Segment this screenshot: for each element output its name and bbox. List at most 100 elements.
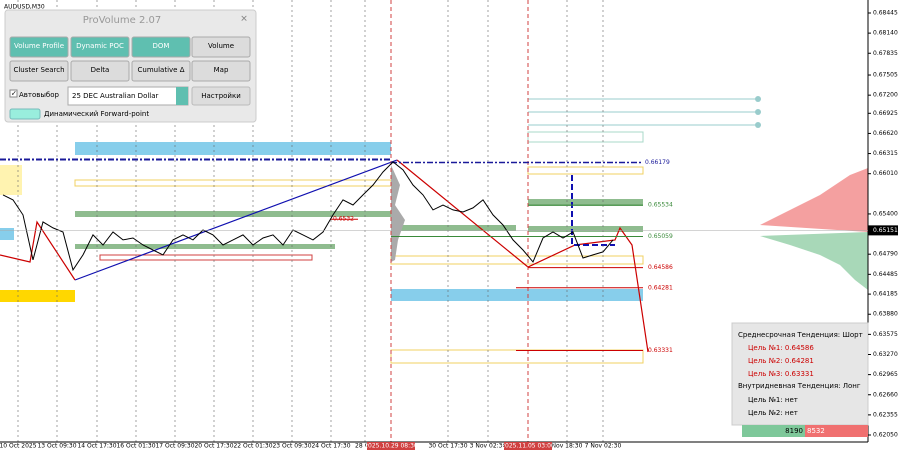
- y-tick-label: 0.63270: [873, 351, 898, 358]
- x-tick-label: 3 Nov 02:30: [470, 443, 507, 450]
- current-price-label: 0.65151: [873, 227, 898, 234]
- button-label: Cumulative Δ: [138, 66, 185, 74]
- x-tick-label: 23 Oct 09:30: [272, 443, 311, 450]
- sell-bar: [805, 425, 868, 437]
- target-line: Цель №2: нет: [748, 409, 798, 417]
- info-box: Среднесрочная Тенденция: Шорт Цель №1: 0.…: [731, 322, 869, 437]
- settings-button[interactable]: [191, 86, 251, 106]
- fp-dot: [755, 122, 761, 128]
- button-label: Map: [214, 66, 229, 74]
- sell-volume: 8532: [807, 427, 825, 435]
- check-mark: ✓: [11, 90, 17, 98]
- level-label: 0.65534: [648, 202, 673, 209]
- panel-button[interactable]: [191, 36, 251, 58]
- select-arrow[interactable]: [176, 87, 188, 105]
- panel-button[interactable]: [131, 36, 191, 58]
- level-label: 0.63331: [648, 347, 673, 354]
- x-tick-label: Nov 18:30: [552, 443, 583, 450]
- target-line: Цель №1: 0.64586: [748, 344, 814, 352]
- y-tick-label: 0.64790: [873, 251, 898, 258]
- zone: [0, 165, 22, 195]
- trend-heading: Среднесрочная Тенденция: Шорт: [738, 331, 863, 339]
- buy-bar: [742, 425, 805, 437]
- level-label: 0.64586: [648, 264, 673, 271]
- x-tick-label: 22 Oct 01:30: [233, 443, 272, 450]
- x-tick-label: 24 Oct 17:30: [311, 443, 350, 450]
- fp-dot: [755, 109, 761, 115]
- y-tick-label: 0.68140: [873, 30, 898, 37]
- chart-title: AUDUSD,M30: [4, 4, 45, 11]
- zone: [528, 226, 643, 232]
- x-tick-label: 7 Nov 02:30: [585, 443, 622, 450]
- y-tick-label: 0.66010: [873, 170, 898, 177]
- checkbox[interactable]: [9, 89, 18, 98]
- price-line: [2, 161, 614, 272]
- button-label: Cluster Search: [13, 66, 64, 74]
- plot: [0, 0, 643, 442]
- zones: [0, 131, 644, 364]
- panel-button[interactable]: [70, 36, 130, 58]
- panel-button[interactable]: [131, 60, 191, 82]
- zone: [75, 244, 335, 249]
- info-frame: [731, 322, 869, 426]
- y-tick-label: 0.66925: [873, 110, 898, 117]
- y-tick-label: 0.67505: [873, 72, 898, 79]
- volume-profile-local: [391, 165, 405, 262]
- button-label: Volume Profile: [14, 42, 64, 50]
- toggle[interactable]: [9, 108, 41, 120]
- close-button[interactable]: ✕: [240, 15, 248, 25]
- pivot-line: [571, 175, 615, 246]
- button-label: Dynamic POC: [76, 42, 124, 50]
- y-tick-label: 0.66315: [873, 150, 898, 157]
- marker-label: 2025.10.29 08:30: [364, 443, 418, 450]
- level-label: 0.66179: [645, 159, 670, 166]
- target-line: Цель №3: 0.63331: [748, 370, 814, 378]
- zone: [391, 289, 643, 301]
- target-line: Цель №2: 0.64281: [748, 357, 814, 365]
- y-tick-label: 0.65400: [873, 210, 898, 217]
- zone: [391, 225, 516, 231]
- y-tick-label: 0.63880: [873, 311, 898, 318]
- panel-button[interactable]: [9, 60, 69, 82]
- panel-button[interactable]: [9, 36, 69, 58]
- forward-points: [528, 96, 761, 128]
- x-tick-label: 28 Oct: [355, 443, 376, 450]
- zone: [75, 211, 391, 217]
- x-tick-label: 13 Oct 09:30: [37, 443, 76, 450]
- y-tick-label: 0.64185: [873, 291, 898, 298]
- target-line: Цель №1: нет: [748, 396, 798, 404]
- zone: [0, 290, 75, 302]
- trend-heading: Внутридневная Тенденция: Лонг: [738, 382, 861, 390]
- forward-point-label: Динамический Forward-point: [44, 110, 149, 118]
- y-tick-label: 0.62050: [873, 432, 898, 439]
- level-label: 0.64281: [648, 284, 673, 291]
- trend-line: [74, 159, 398, 281]
- marker-bg: [504, 442, 552, 450]
- panel-title: ProVolume 2.07: [83, 15, 162, 26]
- marker-bg: [367, 442, 415, 450]
- button-label: Volume: [208, 42, 234, 50]
- y-tick-label: 0.62660: [873, 391, 898, 398]
- forecast-line: [0, 220, 76, 281]
- volume-profile-sell: [760, 168, 868, 232]
- x-tick-label: 17 Oct 09:30: [155, 443, 194, 450]
- button-label: Delta: [91, 66, 110, 74]
- zone: [528, 199, 643, 206]
- settings-label: Настройки: [201, 92, 241, 100]
- fp-dot: [755, 96, 761, 102]
- y-tick-label: 0.62355: [873, 411, 898, 418]
- level-label: 0.65059: [648, 233, 673, 240]
- panel-button[interactable]: [70, 60, 130, 82]
- y-tick-label: 0.63575: [873, 331, 898, 338]
- button-group: Volume Profile Dynamic POC DOM Volume Cluste…: [9, 36, 251, 82]
- auto-select-label: Автовыбор: [19, 91, 60, 99]
- y-tick-label: 0.67835: [873, 50, 898, 57]
- x-tick-label: 10 Oct 2025: [0, 443, 37, 450]
- zone: [0, 228, 14, 240]
- y-tick-label: 0.66620: [873, 130, 898, 137]
- panel-button[interactable]: [191, 60, 251, 82]
- x-tick-label: 20 Oct 17:30: [194, 443, 233, 450]
- buy-volume: 8190: [785, 427, 803, 435]
- instrument: 25 DEC Australian Dollar: [72, 92, 159, 100]
